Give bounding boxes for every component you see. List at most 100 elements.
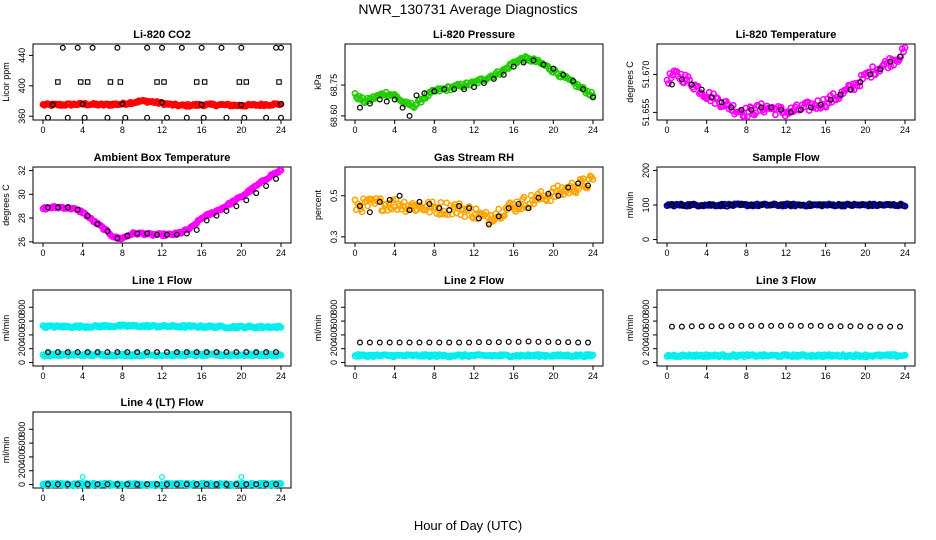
x-axis-caption: Hour of Day (UTC) [413, 518, 523, 533]
x-tick-label: 8 [120, 248, 125, 258]
data-point [233, 349, 240, 356]
panel-title: Line 4 (LT) Flow [121, 397, 204, 409]
y-tick-label: 0 [17, 482, 27, 487]
x-tick-label: 4 [704, 125, 709, 135]
x-tick-label: 20 [548, 371, 558, 381]
plot-frame [32, 411, 292, 489]
data-point [565, 339, 572, 346]
x-tick-label: 12 [781, 371, 791, 381]
data-point [253, 481, 260, 488]
data-point [768, 202, 775, 209]
data-point [74, 481, 81, 488]
series-cyan-low [351, 351, 597, 361]
data-point [114, 349, 121, 356]
data-point [857, 202, 864, 209]
data-point [124, 481, 131, 488]
data-point [545, 338, 552, 345]
data-point [389, 196, 397, 204]
y-tick-label: 0.3 [329, 231, 339, 244]
y-tick-label: 600 [17, 436, 27, 451]
data-point [817, 322, 824, 329]
series-cyan-spikes [39, 473, 245, 487]
x-tick-label: 4 [704, 248, 709, 258]
data-point [877, 66, 884, 73]
data-point [238, 473, 245, 480]
data-point [233, 203, 240, 210]
series-mid-high-standard [55, 79, 282, 85]
x-tick-label: 12 [157, 125, 167, 135]
data-point [688, 202, 695, 209]
data-point [748, 322, 755, 329]
data-point [413, 92, 420, 99]
y-tick-label: 0 [641, 360, 651, 365]
data-point [688, 323, 695, 330]
data-point [451, 86, 458, 93]
data-point [500, 212, 508, 219]
data-point [475, 215, 482, 222]
data-point [550, 65, 557, 72]
y-axis-label: ml/min [625, 192, 635, 219]
x-tick-label: 8 [744, 248, 749, 258]
data-point [897, 323, 904, 330]
panel-title: Sample Flow [752, 152, 820, 164]
data-point [466, 205, 473, 212]
data-point [738, 106, 745, 113]
data-point [525, 338, 532, 345]
y-tick-label: 400 [17, 449, 27, 464]
x-tick-label: 4 [80, 493, 85, 503]
data-point [203, 481, 210, 488]
data-point [485, 339, 492, 346]
data-point [107, 79, 114, 85]
data-point [807, 322, 814, 329]
data-point [698, 323, 705, 330]
x-tick-label: 24 [276, 125, 286, 135]
data-point [54, 349, 61, 356]
data-point [847, 323, 854, 330]
data-point [178, 44, 185, 51]
x-tick-label: 16 [197, 125, 207, 135]
data-point [471, 84, 478, 91]
data-point [530, 57, 537, 64]
data-point [738, 322, 745, 329]
data-point [94, 221, 101, 228]
data-point [154, 481, 161, 488]
data-point [356, 339, 363, 346]
y-tick-label: 30 [17, 189, 27, 199]
data-point [529, 197, 536, 204]
y-tick-label: 68.75 [329, 74, 339, 97]
series-sample-averages [668, 202, 904, 209]
data-point [134, 349, 141, 356]
x-tick-label: 24 [588, 125, 598, 135]
data-point [589, 351, 597, 359]
data-point [55, 79, 61, 85]
series-sample-averages [356, 338, 592, 346]
x-tick-label: 0 [664, 371, 669, 381]
x-tick-label: 8 [120, 125, 125, 135]
data-point [159, 473, 166, 480]
x-tick-label: 20 [236, 493, 246, 503]
data-point [819, 95, 827, 103]
y-tick-label: 400 [17, 327, 27, 342]
y-axis-label: ml/min [313, 315, 323, 342]
data-point [273, 481, 280, 488]
data-point [356, 104, 363, 111]
data-point [466, 339, 473, 346]
data-point [901, 351, 909, 359]
data-point [768, 322, 775, 329]
x-tick-label: 20 [236, 371, 246, 381]
data-point [748, 202, 755, 209]
y-axis-label: ml/min [1, 315, 11, 342]
data-point [54, 481, 61, 488]
data-point [887, 323, 894, 330]
data-point [456, 203, 463, 210]
series-continuous [39, 96, 285, 110]
series-sample-averages [668, 322, 904, 330]
x-tick-label: 0 [352, 125, 357, 135]
data-point [718, 202, 725, 209]
data-point [869, 63, 877, 71]
data-point [193, 226, 200, 233]
panel-title: Line 1 Flow [132, 275, 192, 287]
series-sample-averages [44, 175, 280, 242]
x-tick-label: 0 [40, 248, 45, 258]
data-point [437, 198, 445, 206]
